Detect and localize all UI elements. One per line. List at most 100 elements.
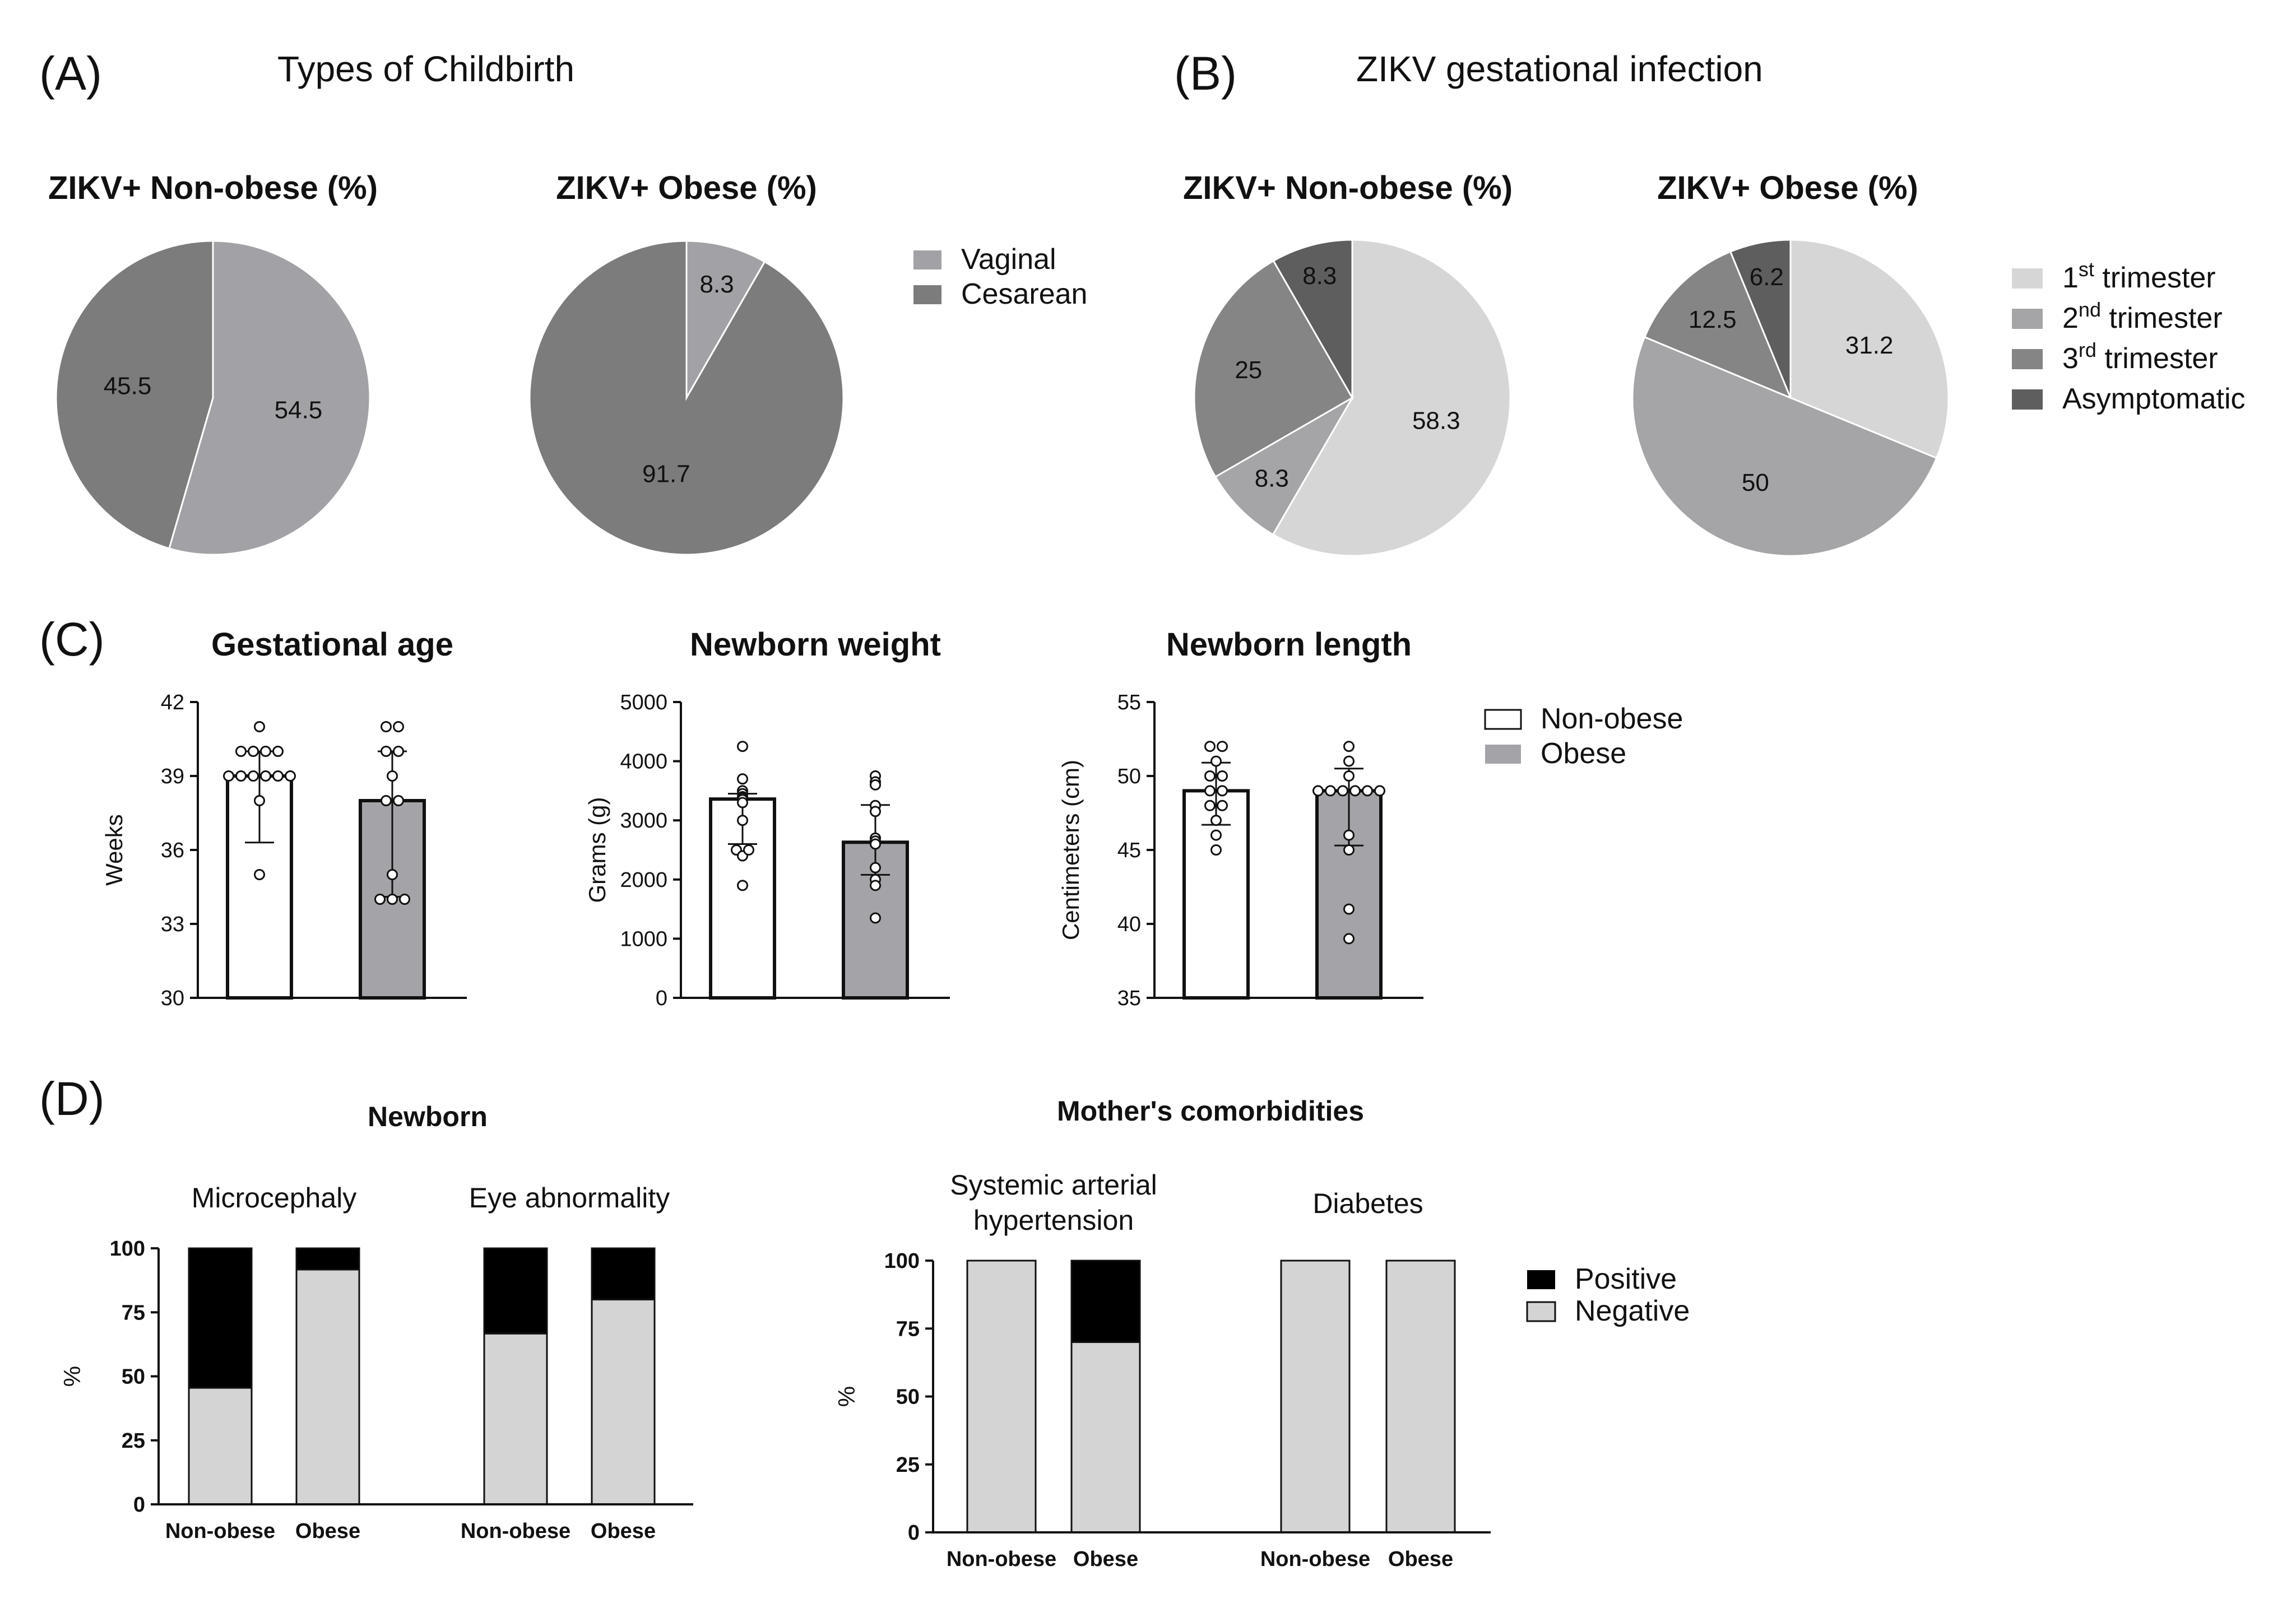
data-point [393, 746, 404, 757]
pie-a1-title: ZIKV+ Non-obese (%) [48, 170, 378, 206]
stacked-bar-negative [295, 1268, 360, 1505]
legend-swatch [1527, 1270, 1555, 1289]
slice-label: 8.3 [1255, 464, 1289, 492]
panel-d-mother-title: Mother's comorbidities [1057, 1095, 1364, 1127]
y-tick-label: 100 [110, 1237, 145, 1261]
y-tick-label: 3000 [620, 809, 667, 833]
stacked-bar-negative [188, 1387, 253, 1505]
pie-slice [1272, 239, 1353, 401]
data-point [1343, 755, 1355, 767]
data-point [870, 880, 881, 891]
y-tick-label: 42 [161, 691, 184, 714]
data-point [743, 844, 754, 856]
slice-label: 58.3 [1412, 407, 1460, 434]
legend-label: 1st trimester [2062, 258, 2216, 294]
data-point [1204, 741, 1216, 752]
data-point [381, 795, 392, 806]
stacked-chart-mother: Non-obese Obese Systemic arterial hypertens… [833, 1169, 1491, 1571]
y-tick-label: 5000 [620, 691, 667, 714]
x-category-label: Non-obese [1260, 1547, 1370, 1571]
y-axis-label: Centimeters (cm) [1057, 760, 1084, 940]
pie-slice [1214, 395, 1355, 536]
bar-chart-newborn-weight: 0 1000 2000 3000 4000 5000 Grams (g) [584, 691, 950, 1010]
y-tick-label: 39 [161, 765, 184, 788]
legend-label: Asymptomatic [2062, 383, 2246, 415]
group-label: Systemic arterial [950, 1169, 1157, 1201]
y-tick-label: 0 [133, 1493, 145, 1517]
y-tick-label: 25 [122, 1429, 145, 1453]
panel-letter-a: (A) [39, 47, 102, 100]
data-point [248, 770, 259, 782]
stacked-bar-negative [1070, 1341, 1141, 1533]
data-point [737, 773, 748, 785]
legend-label-rest: trimester [2096, 342, 2218, 375]
legend-label-base: 1 [2062, 262, 2079, 294]
data-point [737, 741, 748, 752]
stacked-chart-newborn: Non-obese Obese Microcephaly Non-obese Obese… [59, 1182, 693, 1543]
y-tick-label: 50 [1117, 765, 1141, 788]
data-point [1210, 829, 1222, 841]
y-tick-label: 1000 [620, 927, 667, 951]
data-point [235, 770, 247, 782]
data-point [1362, 785, 1373, 797]
legend-swatch [913, 250, 941, 269]
legend-label: Positive [1575, 1263, 1677, 1295]
x-category-label: Non-obese [461, 1519, 570, 1543]
pie-slice [1789, 239, 1950, 459]
data-point [374, 894, 386, 905]
data-point [235, 746, 247, 757]
pie-b2-title: ZIKV+ Obese (%) [1657, 170, 1918, 206]
data-point [260, 746, 271, 757]
data-point [1210, 844, 1222, 856]
legend-label-sup: nd [2079, 298, 2101, 321]
x-category-label: Obese [1388, 1547, 1453, 1571]
y-tick-label: 25 [896, 1453, 920, 1477]
y-tick-label: 75 [122, 1301, 145, 1324]
pie-slice [685, 240, 766, 401]
panel-d-newborn-title: Newborn [368, 1101, 488, 1132]
stacked-bar-negative [966, 1260, 1037, 1533]
data-point [393, 795, 404, 806]
group-label: Eye abnormality [469, 1182, 670, 1214]
data-point [387, 869, 398, 880]
slice-label: 50 [1742, 469, 1769, 496]
data-point [870, 862, 881, 873]
legend-label-rest: trimester [2094, 262, 2216, 294]
y-tick-label: 0 [908, 1521, 920, 1545]
pie-slice [1631, 336, 1938, 557]
slice-label: 8.3 [1302, 262, 1337, 290]
bar-c1-title: Gestational age [211, 626, 453, 663]
stacked-bar-positive [188, 1247, 253, 1389]
x-category-label: Obese [1073, 1547, 1138, 1571]
pie-b1-title: ZIKV+ Non-obese (%) [1183, 170, 1513, 206]
data-point [1217, 741, 1228, 752]
stacked-bar-positive [295, 1247, 360, 1271]
data-point [254, 721, 265, 732]
slice-label: 91.7 [642, 460, 690, 487]
data-point [1343, 903, 1355, 915]
legend-label: Cesarean [961, 278, 1087, 310]
pie-slice [1272, 239, 1511, 557]
data-point [1343, 770, 1355, 782]
pie-slice [1193, 259, 1354, 478]
legend-swatch [913, 285, 941, 304]
stacked-bar-positive [483, 1247, 548, 1335]
legend-label-base: 2 [2062, 302, 2079, 334]
data-point [381, 746, 392, 757]
y-axis-label: % [833, 1386, 860, 1407]
group-label: Microcephaly [192, 1182, 357, 1214]
data-point [272, 770, 284, 782]
pie-chart-b-non-obese: 58.3 8.3 25 8.3 [1193, 239, 1511, 557]
legend-swatch [2012, 349, 2043, 369]
panel-letter-d: (D) [39, 1072, 105, 1125]
y-tick-label: 2000 [620, 868, 667, 892]
pie-slice [1643, 250, 1792, 399]
stacked-bar-negative [483, 1332, 548, 1505]
slice-label: 6.2 [1750, 263, 1784, 291]
pie-slice [1729, 239, 1792, 398]
data-point [737, 797, 748, 808]
y-tick-label: 30 [161, 987, 184, 1010]
data-point [1349, 785, 1361, 797]
x-category-label: Obese [591, 1519, 656, 1543]
